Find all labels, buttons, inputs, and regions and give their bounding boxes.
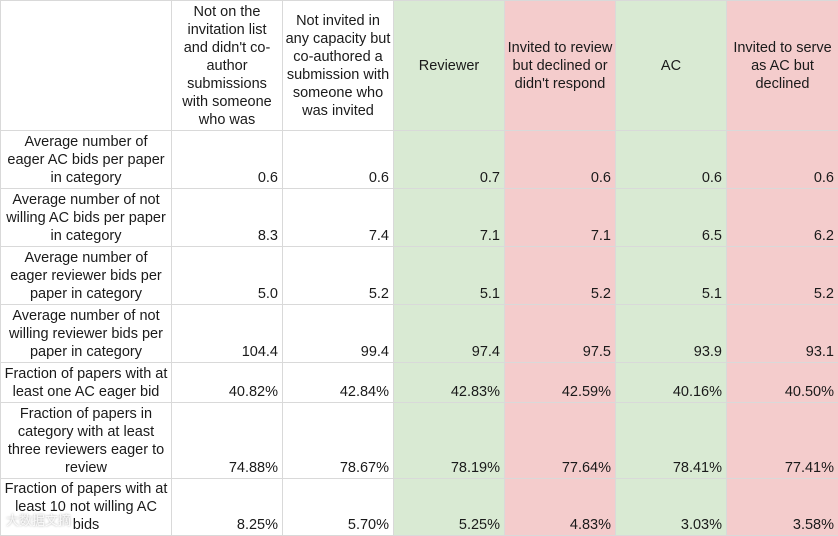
table-cell: 99.4: [283, 305, 394, 363]
header-row: Not on the invitation list and didn't co…: [1, 1, 838, 131]
table-cell: 97.4: [394, 305, 505, 363]
table-cell: 7.4: [283, 189, 394, 247]
table-row: Average number of not willing reviewer b…: [1, 305, 838, 363]
table-cell: 5.2: [727, 247, 838, 305]
column-header: Not invited in any capacity but co-autho…: [283, 1, 394, 131]
row-label: Average number of not willing reviewer b…: [1, 305, 172, 363]
table-cell: 78.19%: [394, 403, 505, 479]
table-row: Fraction of papers in category with at l…: [1, 403, 838, 479]
table-cell: 5.2: [505, 247, 616, 305]
table-cell: 6.5: [616, 189, 727, 247]
table-cell: 0.6: [283, 131, 394, 189]
table-cell: 104.4: [172, 305, 283, 363]
table-cell: 97.5: [505, 305, 616, 363]
row-label: Fraction of papers with at least one AC …: [1, 363, 172, 403]
table-cell: 0.7: [394, 131, 505, 189]
table-cell: 0.6: [727, 131, 838, 189]
table-cell: 5.25%: [394, 479, 505, 536]
table-cell: 7.1: [505, 189, 616, 247]
column-header: Invited to serve as AC but declined: [727, 1, 838, 131]
corner-cell: [1, 1, 172, 131]
table-cell: 8.25%: [172, 479, 283, 536]
row-label: Fraction of papers in category with at l…: [1, 403, 172, 479]
column-header: Not on the invitation list and didn't co…: [172, 1, 283, 131]
row-label: Average number of eager AC bids per pape…: [1, 131, 172, 189]
table-cell: 0.6: [505, 131, 616, 189]
table-cell: 78.41%: [616, 403, 727, 479]
table-row: Fraction of papers with at least one AC …: [1, 363, 838, 403]
table-cell: 5.1: [394, 247, 505, 305]
table-cell: 78.67%: [283, 403, 394, 479]
table-cell: 42.59%: [505, 363, 616, 403]
table-cell: 77.41%: [727, 403, 838, 479]
table-cell: 74.88%: [172, 403, 283, 479]
table-cell: 0.6: [616, 131, 727, 189]
table-cell: 5.0: [172, 247, 283, 305]
table-cell: 93.9: [616, 305, 727, 363]
table-cell: 4.83%: [505, 479, 616, 536]
table-cell: 8.3: [172, 189, 283, 247]
table-cell: 42.84%: [283, 363, 394, 403]
column-header: AC: [616, 1, 727, 131]
table-row: Fraction of papers with at least 10 not …: [1, 479, 838, 536]
table-cell: 6.2: [727, 189, 838, 247]
table-cell: 3.58%: [727, 479, 838, 536]
table-cell: 40.50%: [727, 363, 838, 403]
table-row: Average number of not willing AC bids pe…: [1, 189, 838, 247]
row-label: Average number of not willing AC bids pe…: [1, 189, 172, 247]
table-cell: 93.1: [727, 305, 838, 363]
table-cell: 42.83%: [394, 363, 505, 403]
table-row: Average number of eager reviewer bids pe…: [1, 247, 838, 305]
table-cell: 40.82%: [172, 363, 283, 403]
table-cell: 5.70%: [283, 479, 394, 536]
table-cell: 0.6: [172, 131, 283, 189]
watermark: 大数据文摘: [6, 510, 71, 529]
table-cell: 3.03%: [616, 479, 727, 536]
column-header: Reviewer: [394, 1, 505, 131]
table-cell: 40.16%: [616, 363, 727, 403]
table-cell: 7.1: [394, 189, 505, 247]
table-cell: 77.64%: [505, 403, 616, 479]
table-cell: 5.1: [616, 247, 727, 305]
table-cell: 5.2: [283, 247, 394, 305]
table-row: Average number of eager AC bids per pape…: [1, 131, 838, 189]
column-header: Invited to review but declined or didn't…: [505, 1, 616, 131]
row-label: Average number of eager reviewer bids pe…: [1, 247, 172, 305]
